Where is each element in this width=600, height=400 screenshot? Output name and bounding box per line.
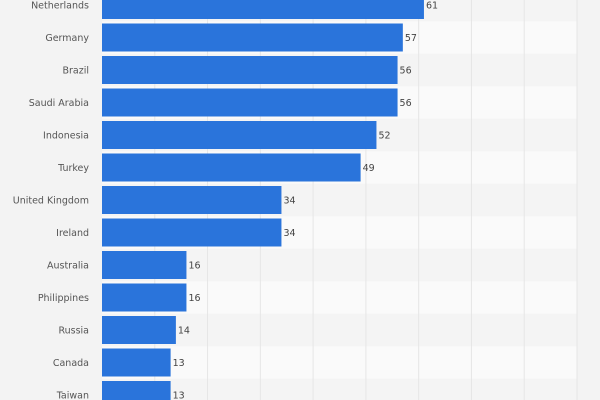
bar-brazil	[102, 56, 398, 84]
category-label: Saudi Arabia	[29, 98, 89, 109]
data-label: 56	[400, 66, 412, 77]
category-label: Russia	[58, 326, 89, 337]
bar-russia	[102, 316, 176, 344]
category-label: Indonesia	[43, 131, 89, 142]
bar-ireland	[102, 218, 282, 247]
bar-taiwan	[102, 381, 171, 400]
category-label: Taiwan	[56, 391, 89, 400]
data-label: 16	[188, 293, 200, 304]
data-label: 49	[363, 163, 375, 174]
row-stripe	[102, 378, 577, 400]
data-label: 57	[405, 33, 417, 44]
data-label: 13	[173, 358, 185, 369]
category-label: Brazil	[62, 66, 89, 77]
category-label: Netherlands	[31, 1, 89, 12]
category-label: Turkey	[57, 163, 89, 174]
category-label: Canada	[53, 358, 89, 369]
data-label: 14	[178, 326, 190, 337]
category-label: Philippines	[38, 293, 89, 304]
data-label: 34	[283, 196, 295, 207]
data-label: 13	[173, 391, 185, 400]
data-label: 16	[188, 261, 200, 272]
data-label: 52	[378, 131, 390, 142]
row-stripe	[102, 346, 577, 379]
data-label: 34	[283, 228, 295, 239]
bar-united-kingdom	[102, 186, 282, 214]
bar-germany	[102, 23, 403, 52]
bar-indonesia	[102, 121, 377, 149]
data-label: 56	[400, 98, 412, 109]
category-label: Australia	[47, 261, 89, 272]
category-label: Ireland	[56, 228, 89, 239]
row-stripe	[102, 313, 577, 347]
bar-netherlands	[102, 0, 424, 19]
bar-philippines	[102, 283, 187, 312]
category-label: Germany	[45, 33, 89, 44]
bar-canada	[102, 348, 171, 377]
bar-australia	[102, 251, 187, 279]
bar-saudi-arabia	[102, 88, 398, 117]
bar-turkey	[102, 153, 361, 182]
data-label: 61	[426, 1, 438, 12]
category-label: United Kingdom	[13, 196, 89, 207]
